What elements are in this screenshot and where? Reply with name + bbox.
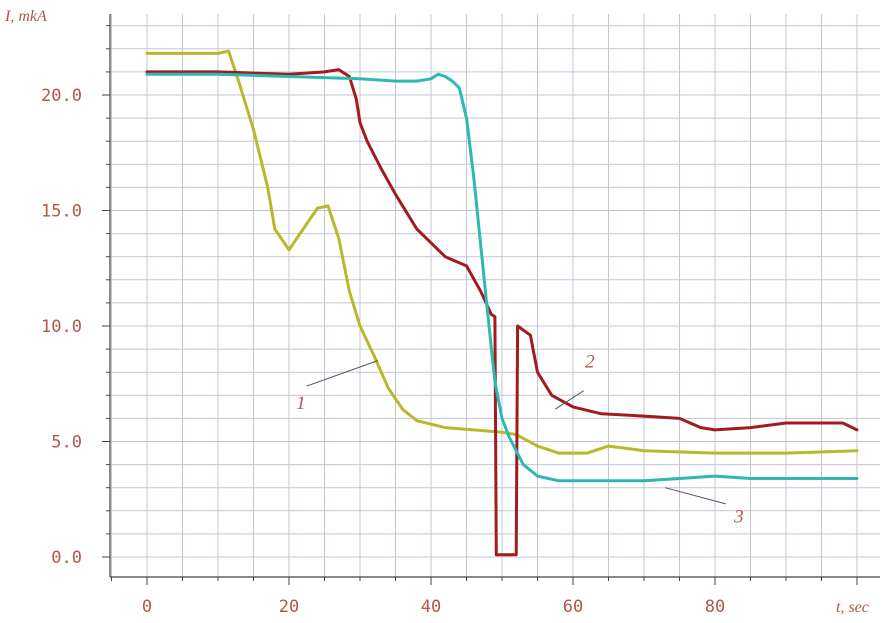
x-tick-label: 40 bbox=[421, 597, 441, 617]
leader-line-1 bbox=[306, 360, 378, 387]
x-tick-label: 60 bbox=[563, 597, 583, 617]
leader-line-3 bbox=[665, 487, 726, 505]
curve-label-1: 1 bbox=[296, 393, 306, 414]
y-tick-label: 10.0 bbox=[41, 317, 82, 337]
curve-label-3: 3 bbox=[733, 506, 744, 527]
x-tick-label: 80 bbox=[705, 597, 725, 617]
leader-line-2 bbox=[554, 390, 584, 410]
chart-ticks: 0.0 5.0 10.0 15.0 20.0 0 20 40 60 80 bbox=[41, 25, 858, 617]
y-tick-label: 0.0 bbox=[51, 548, 82, 568]
series-line-1 bbox=[145, 49, 859, 455]
y-tick-label: 15.0 bbox=[41, 202, 82, 222]
x-tick-label: 0 bbox=[142, 597, 152, 617]
x-axis-label: t, sec bbox=[836, 599, 869, 616]
chart-series bbox=[145, 49, 859, 557]
x-tick-label: 20 bbox=[279, 597, 299, 617]
curve-label-2: 2 bbox=[585, 352, 595, 373]
series-line-3 bbox=[145, 72, 859, 483]
chart-axes bbox=[109, 14, 880, 578]
y-tick-label: 20.0 bbox=[41, 86, 82, 106]
y-tick-label: 5.0 bbox=[51, 433, 82, 453]
series-line-2 bbox=[145, 68, 859, 557]
y-axis-label: I, mkA bbox=[4, 8, 47, 25]
chart-labels: 1 2 3 bbox=[296, 352, 744, 528]
